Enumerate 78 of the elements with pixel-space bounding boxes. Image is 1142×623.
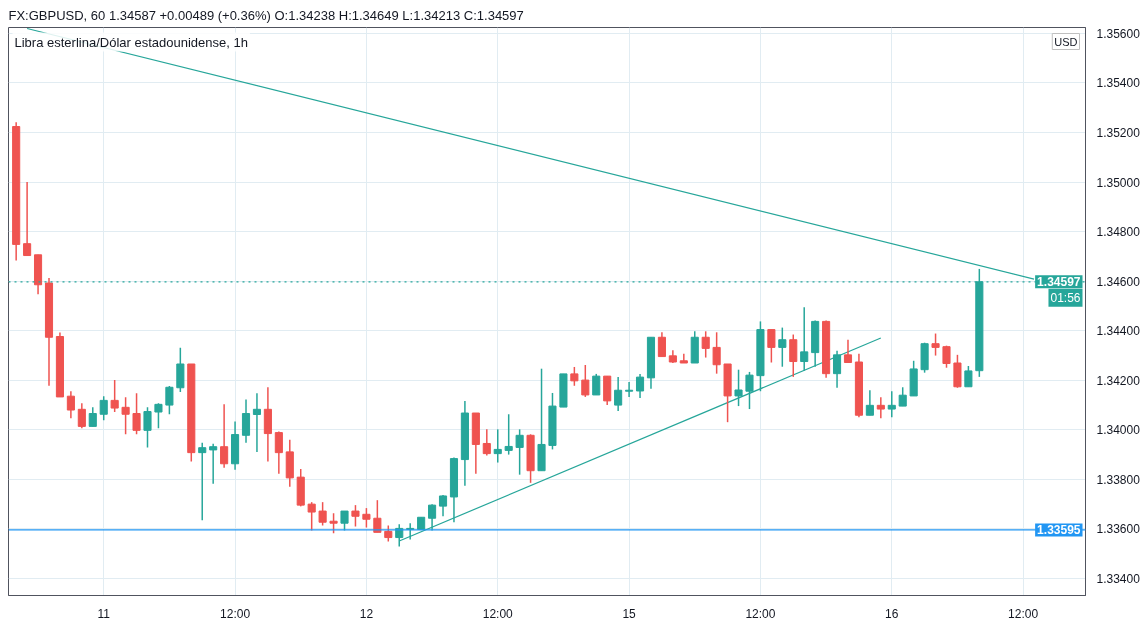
- candlestick: [307, 501, 316, 532]
- x-tick-label: 11: [97, 606, 111, 621]
- candlestick: [241, 398, 251, 444]
- y-tick-label: 1.35200: [1096, 125, 1141, 140]
- y-tick-label: 1.33400: [1096, 571, 1141, 586]
- y-tick-label: 1.33800: [1096, 472, 1141, 487]
- ref-line-label: 1.33595: [1037, 523, 1081, 538]
- text: Libra esterlina/Dólar estadounidense, 1h: [14, 34, 248, 50]
- candlestick: [110, 379, 119, 413]
- ref-line-label: 1.34597: [1037, 275, 1081, 290]
- candlestick: [88, 406, 97, 428]
- annotation: 01:56: [1050, 290, 1081, 305]
- candlestick: [154, 402, 163, 430]
- y-tick-label: 1.34200: [1096, 373, 1141, 388]
- candlestick: [581, 364, 590, 398]
- candlestick: [493, 428, 502, 464]
- y-tick-label: 1.33600: [1096, 522, 1141, 537]
- candlestick: [843, 338, 853, 364]
- candlestick: [778, 326, 787, 368]
- candlestick: [789, 333, 798, 378]
- candlestick: [132, 392, 141, 436]
- y-tick-label: 1.34600: [1096, 274, 1141, 289]
- candlestick: [635, 373, 645, 399]
- candlestick: [898, 386, 907, 407]
- candlestick: [176, 346, 185, 393]
- candlestick: [876, 396, 885, 419]
- candlestick: [362, 507, 371, 529]
- candlestick: [329, 512, 338, 535]
- candlestick: [515, 428, 524, 476]
- y-axis-title: USD: [1054, 35, 1078, 48]
- candlestick: [614, 376, 623, 412]
- candlestick: [351, 504, 360, 528]
- candlestick: [701, 330, 710, 359]
- candlestick: [953, 354, 962, 389]
- candlestick: [832, 350, 842, 389]
- candlestick: [274, 430, 283, 475]
- x-tick-label: 12:00: [220, 606, 251, 621]
- candlestick: [165, 385, 174, 416]
- candlestick: [143, 406, 152, 449]
- candlestick: [734, 368, 743, 407]
- candlestick: [745, 371, 754, 410]
- y-tick-label: 1.35600: [1096, 26, 1141, 41]
- candlestick: [712, 331, 721, 375]
- x-tick-label: 12:00: [482, 606, 514, 621]
- x-tick-label: 12:00: [1008, 606, 1039, 621]
- y-tick-label: 1.34400: [1096, 324, 1141, 339]
- candlestick: [220, 403, 229, 469]
- candlestick: [77, 402, 86, 430]
- y-tick-label: 1.34000: [1096, 423, 1141, 438]
- candlestick: [198, 441, 207, 521]
- candlestick: [340, 510, 349, 532]
- candlestick: [931, 332, 940, 357]
- x-tick-label: 12:00: [745, 606, 776, 621]
- candlestick: [209, 442, 218, 485]
- chart-subtitle: FX:GBPUSD, 60 1.34587 +0.00489 (+0.36%) O:1.34238 H:1.34649 L:1.34213 C:1.34597: [8, 7, 524, 23]
- candlestick: [657, 331, 666, 358]
- x-tick-label: 15: [622, 606, 637, 621]
- candlestick: [23, 181, 32, 257]
- candlestick: [428, 503, 437, 532]
- candlestick: [482, 428, 491, 457]
- y-tick-label: 1.34800: [1096, 225, 1141, 240]
- candlestick: [66, 390, 75, 419]
- candlestick: [887, 390, 896, 418]
- candlestick: [625, 381, 634, 398]
- candlestick: [318, 501, 327, 527]
- candlestick: [865, 389, 874, 416]
- candlestick: [570, 366, 579, 387]
- x-tick-label: 12: [359, 606, 374, 621]
- candlestick: [99, 395, 108, 421]
- candlestick: [252, 392, 262, 453]
- candlestick: [121, 396, 130, 436]
- x-tick-label: 16: [885, 606, 899, 621]
- y-tick-label: 1.35400: [1096, 76, 1141, 91]
- candlestick: [964, 365, 973, 388]
- candlestick: [592, 373, 601, 396]
- y-tick-label: 1.35000: [1096, 175, 1141, 190]
- candlestick: [767, 328, 776, 364]
- candlestick: [504, 413, 513, 456]
